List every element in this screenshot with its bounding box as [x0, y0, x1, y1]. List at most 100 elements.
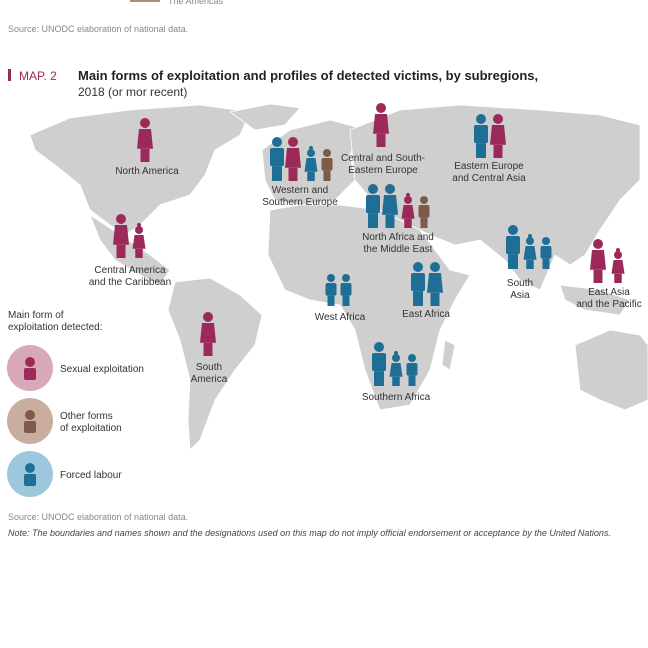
head	[526, 237, 534, 245]
region-label: Eastern Europe	[454, 161, 524, 172]
body	[406, 363, 418, 376]
legend-icon	[24, 474, 36, 486]
victim-figure	[389, 351, 403, 386]
head	[140, 118, 150, 128]
body	[490, 125, 506, 145]
body	[427, 273, 443, 293]
head	[392, 354, 400, 362]
region-label: East Asia	[588, 287, 630, 298]
victim-figure	[200, 312, 216, 356]
body	[132, 235, 146, 249]
victim-figure	[523, 234, 537, 269]
legs	[376, 133, 386, 147]
source: Source: UNODC elaboration of national da…	[8, 24, 188, 34]
title: 2018 (or mor recent)	[78, 85, 187, 99]
legs	[526, 259, 534, 269]
map-number: MAP. 2	[19, 69, 57, 83]
region-label: North Africa and	[362, 232, 434, 243]
head	[408, 354, 416, 362]
legend-label: of exploitation	[60, 423, 122, 434]
victim-figure	[372, 342, 386, 386]
body	[389, 363, 403, 377]
victim-figure	[406, 354, 418, 386]
legs	[413, 291, 423, 306]
legs	[342, 295, 350, 306]
region-label: North America	[115, 166, 179, 177]
head	[542, 237, 550, 245]
body	[321, 158, 333, 171]
region-label: Asia	[510, 290, 530, 301]
legend-label: Other forms	[60, 411, 113, 422]
victim-figure	[490, 114, 506, 158]
victim-figure	[382, 184, 398, 228]
madagascar	[441, 339, 456, 371]
head	[327, 274, 335, 282]
legend-icon	[24, 421, 36, 433]
victim-figure	[304, 146, 318, 181]
victim-figure	[611, 248, 625, 283]
body	[523, 246, 537, 260]
body	[270, 148, 284, 167]
bow	[616, 248, 620, 252]
body	[474, 125, 488, 144]
legs	[614, 273, 622, 283]
head	[116, 214, 126, 224]
region-label: America	[191, 374, 228, 385]
legs	[272, 166, 282, 181]
body	[325, 283, 337, 296]
legs	[327, 295, 335, 306]
head	[374, 342, 384, 352]
head	[203, 312, 213, 322]
victim-figure	[321, 149, 333, 181]
legs	[508, 254, 518, 269]
body	[411, 273, 425, 292]
region-label: and the Caribbean	[89, 277, 171, 288]
victim-figure	[590, 239, 606, 283]
indonesia	[559, 284, 631, 316]
legend-label: Sexual exploitation	[60, 364, 144, 375]
body	[540, 246, 552, 259]
map	[29, 103, 648, 451]
body	[382, 195, 398, 215]
head	[385, 184, 395, 194]
legs	[385, 214, 395, 228]
asia	[349, 104, 641, 291]
head	[342, 274, 350, 282]
legs	[476, 143, 486, 158]
head	[476, 114, 486, 124]
legs	[404, 218, 412, 228]
body	[366, 195, 380, 214]
legend-icon	[25, 463, 35, 473]
legs	[374, 371, 384, 386]
head	[288, 137, 298, 147]
region-label: Western and	[272, 185, 329, 196]
victim-figure	[137, 118, 153, 162]
victim-figure	[411, 262, 425, 306]
head	[272, 137, 282, 147]
legs	[203, 342, 213, 356]
legs	[140, 148, 150, 162]
body	[418, 205, 430, 218]
region-label: Southern Europe	[262, 197, 338, 208]
region-label: Eastern Europe	[348, 165, 418, 176]
region-label: South	[507, 278, 533, 289]
bow	[309, 146, 313, 150]
body	[401, 205, 415, 219]
victim-figure	[401, 193, 415, 228]
legs	[368, 213, 378, 228]
head	[368, 184, 378, 194]
body	[611, 260, 625, 274]
legend-icon	[24, 368, 36, 380]
cut-icon	[130, 0, 160, 2]
region-label: and Central Asia	[452, 173, 526, 184]
head	[493, 114, 503, 124]
head	[307, 149, 315, 157]
body	[304, 158, 318, 172]
legs	[542, 258, 550, 269]
head	[135, 226, 143, 234]
body	[340, 283, 352, 296]
region-label: West Africa	[315, 312, 366, 323]
